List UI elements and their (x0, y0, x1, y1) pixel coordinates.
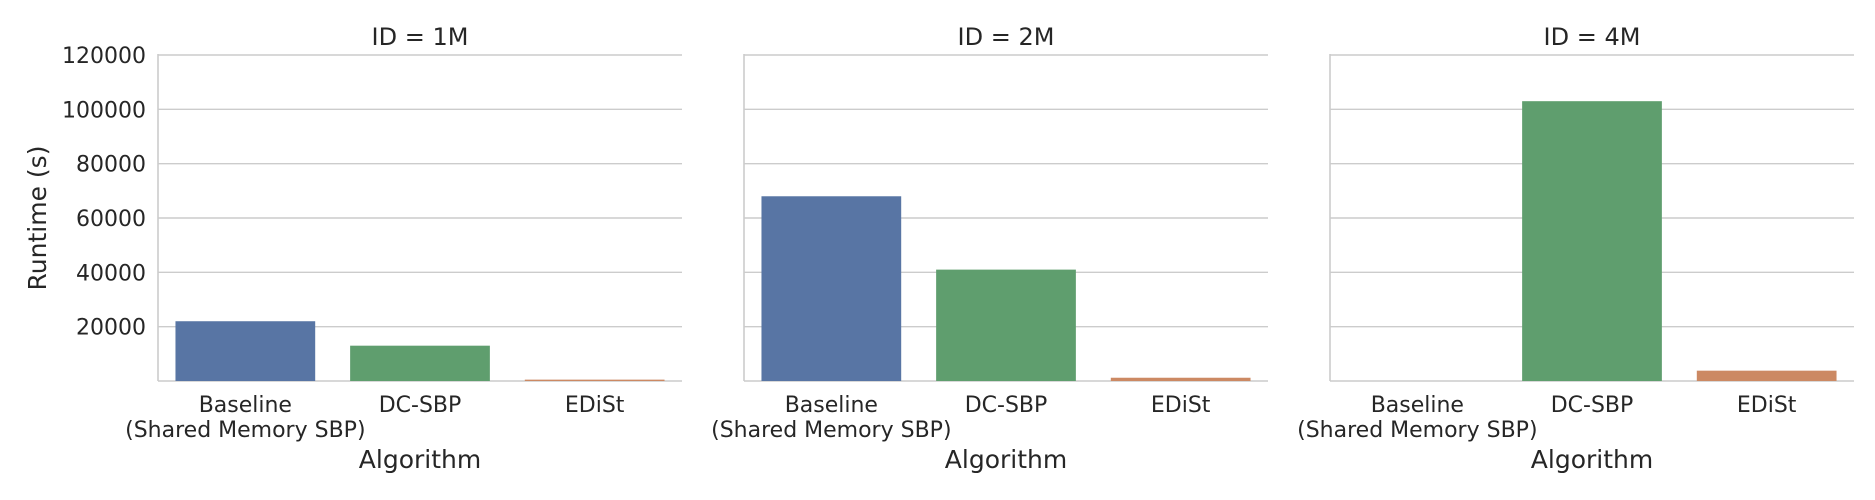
bar-edist (524, 379, 665, 381)
bar-edist (1696, 370, 1837, 381)
bar-dc-sbp (1522, 101, 1662, 381)
x-tick-label: Baseline (Shared Memory SBP) (125, 393, 365, 443)
y-tick-label: 120000 (62, 44, 146, 69)
x-axis-label: Algorithm (945, 445, 1067, 474)
panel-title: ID = 2M (958, 23, 1055, 51)
x-tick-label: Baseline (Shared Memory SBP) (711, 393, 951, 443)
x-tick-label: DC-SBP (379, 393, 462, 418)
y-tick-label: 100000 (62, 98, 146, 123)
x-tick-label: DC-SBP (1551, 393, 1634, 418)
x-axis-label: Algorithm (1531, 445, 1653, 474)
x-tick-label: DC-SBP (965, 393, 1048, 418)
bar-edist (1110, 377, 1251, 381)
y-tick-label: 40000 (76, 261, 146, 286)
panel-1: 20000 40000 60000 80000 100000 120000 Baseline… (62, 23, 682, 474)
panel-2: Baseline (Shared Memory SBP) DC-SBP EDiSt ID… (711, 23, 1268, 474)
x-tick-label: EDiSt (1737, 393, 1797, 418)
x-tick-label: Baseline (Shared Memory SBP) (1297, 393, 1537, 443)
y-axis-label: Runtime (s) (23, 146, 52, 291)
bar-dc-sbp (936, 269, 1076, 381)
bar-baseline (761, 196, 902, 381)
x-axis-label: Algorithm (359, 445, 481, 474)
panel-title: ID = 1M (372, 23, 469, 51)
y-tick-label: 80000 (76, 153, 146, 178)
bar-dc-sbp (350, 345, 490, 381)
panel-3: Baseline (Shared Memory SBP) DC-SBP EDiSt ID… (1297, 23, 1854, 474)
x-tick-label: EDiSt (1151, 393, 1211, 418)
bar-baseline (175, 321, 316, 381)
chart-panels: 20000 40000 60000 80000 100000 120000 Baseline… (62, 23, 1854, 474)
y-tick-label: 20000 (76, 316, 146, 341)
y-tick-label: 60000 (76, 207, 146, 232)
x-tick-label: EDiSt (565, 393, 625, 418)
panel-title: ID = 4M (1544, 23, 1641, 51)
